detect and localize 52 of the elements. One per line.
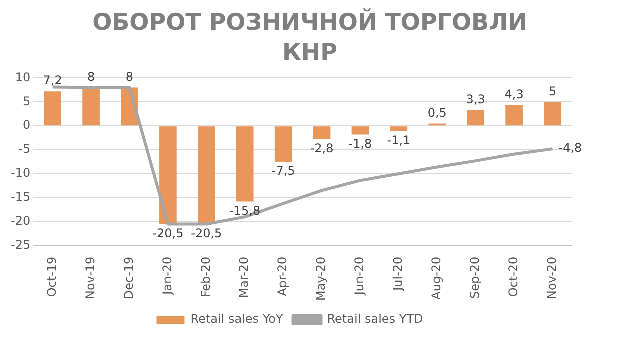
x-tick-label: Nov-19: [83, 256, 98, 300]
bar: [274, 126, 292, 162]
y-tick-label: -25: [10, 238, 31, 252]
data-label: -7,5: [272, 164, 296, 178]
y-tick-label: 10: [15, 70, 31, 84]
bar: [198, 126, 216, 224]
x-tick-label: Apr-20: [276, 256, 290, 296]
bar: [313, 126, 331, 140]
data-label: -20,5: [191, 226, 222, 240]
data-label: 5: [548, 84, 557, 98]
x-tick-label: Dec-19: [122, 256, 136, 300]
bar: [467, 110, 485, 126]
x-tick-label: Nov-20: [544, 256, 559, 300]
data-label: -15,8: [230, 204, 261, 218]
x-tick-label: Mar-20: [237, 256, 252, 298]
data-label: 8: [87, 70, 96, 84]
data-label: 8: [126, 70, 134, 84]
data-label: 0,5: [428, 106, 447, 120]
bar: [82, 88, 100, 126]
x-tick-label: Oct-19: [44, 256, 59, 298]
x-tick-label: Oct-20: [506, 256, 520, 298]
data-label: -4,8: [558, 141, 582, 156]
data-label: 4,3: [504, 88, 524, 102]
x-tick-label: Feb-20: [198, 256, 213, 298]
y-tick-label: 0: [22, 118, 31, 132]
x-tick-label: Jan-20: [160, 256, 174, 296]
y-tick-label: -20: [10, 214, 31, 228]
y-tick-label: 5: [22, 94, 31, 108]
y-tick-label: -10: [10, 166, 31, 180]
chart-title: ОБОРОТ РОЗНИЧНОЙ ТОРГОВЛИ КНР: [92, 8, 528, 68]
bar: [352, 126, 370, 135]
data-label: -20,5: [152, 226, 184, 240]
y-tick-label: -15: [10, 190, 31, 204]
bar: [236, 126, 254, 202]
data-label: -1,8: [348, 136, 372, 151]
bar: [506, 105, 523, 126]
x-tick-label: Jul-20: [391, 256, 406, 292]
bar: [44, 92, 62, 126]
legend-label: Retail sales YTD: [327, 312, 424, 326]
legend-label: Retail sales YoY: [190, 312, 284, 326]
x-tick-label: Jun-20: [352, 256, 367, 296]
data-label: 7,2: [43, 74, 62, 88]
data-label: 3,3: [466, 92, 486, 106]
bar: [544, 102, 562, 126]
bar: [160, 126, 177, 224]
x-tick-label: May-20: [314, 256, 328, 302]
bar: [390, 126, 408, 132]
y-tick-label: -5: [18, 142, 31, 156]
x-tick-label: Sep-20: [468, 256, 482, 300]
data-label: -2,8: [310, 142, 334, 156]
data-label: -1,1: [387, 133, 411, 148]
x-tick-label: Aug-20: [430, 256, 444, 300]
